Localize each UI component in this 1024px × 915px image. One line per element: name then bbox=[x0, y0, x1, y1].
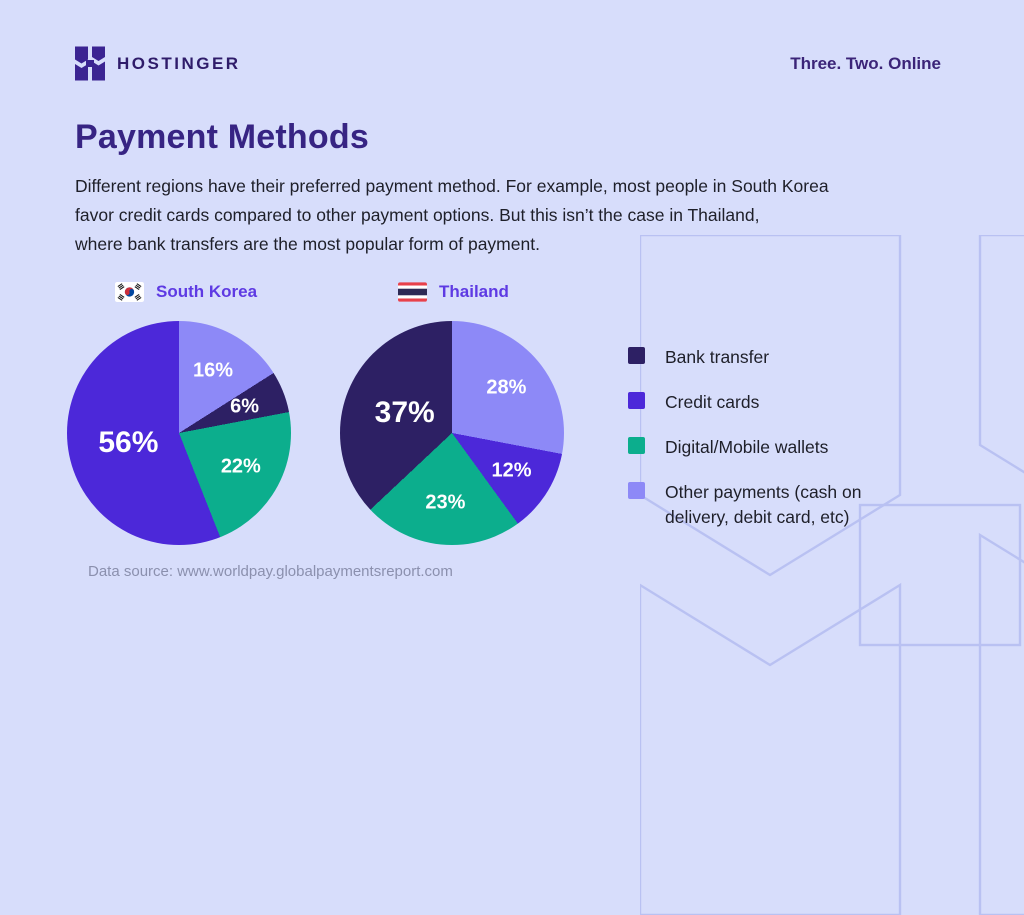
brand-name: HOSTINGER bbox=[117, 53, 241, 73]
pie-slice-label: 22% bbox=[220, 455, 261, 478]
chart-thailand: Thailand 28% 12% 23% 37% bbox=[340, 281, 564, 545]
intro-line: favor credit cards compared to other pay… bbox=[75, 205, 760, 225]
pie-slice-label: 23% bbox=[425, 491, 466, 514]
chart-title-south-korea: South Korea bbox=[156, 282, 258, 301]
pie-chart-thailand: 28% 12% 23% 37% bbox=[340, 321, 564, 545]
south-korea-flag-icon bbox=[115, 282, 144, 302]
pie-slice-label: 56% bbox=[98, 425, 159, 459]
legend-label: Digital/Mobile wallets bbox=[665, 437, 829, 457]
thailand-flag-icon bbox=[398, 282, 427, 302]
data-source-note: Data source: www.worldpay.globalpayments… bbox=[88, 563, 453, 580]
brand-watermark bbox=[640, 235, 1024, 915]
intro-paragraph: Different regions have their preferred p… bbox=[75, 172, 829, 259]
chart-south-korea: South Korea 16% 6% 22% 56% bbox=[67, 281, 291, 545]
legend-swatch-digital-wallets bbox=[628, 437, 645, 454]
page-title: Payment Methods bbox=[75, 118, 369, 156]
legend-item-bank-transfer: Bank transfer bbox=[628, 345, 915, 370]
header: HOSTINGER Three. Two. Online bbox=[75, 46, 941, 81]
legend-swatch-bank-transfer bbox=[628, 347, 645, 364]
pie-chart-south-korea: 16% 6% 22% 56% bbox=[67, 321, 291, 545]
hostinger-logo: HOSTINGER bbox=[75, 46, 241, 81]
legend-item-digital-wallets: Digital/Mobile wallets bbox=[628, 435, 915, 460]
pie-slice-label: 37% bbox=[374, 395, 435, 429]
chart-legend: Bank transfer Credit cards Digital/Mobil… bbox=[628, 345, 915, 530]
chart-title-thailand: Thailand bbox=[439, 282, 509, 301]
intro-line: where bank transfers are the most popula… bbox=[75, 234, 540, 254]
pie-slice-label: 16% bbox=[192, 359, 233, 382]
intro-line: Different regions have their preferred p… bbox=[75, 176, 829, 196]
legend-item-other-payments: Other payments (cash on delivery, debit … bbox=[628, 480, 915, 530]
hostinger-logo-icon bbox=[75, 46, 105, 81]
chart-header-south-korea: South Korea bbox=[115, 281, 291, 303]
pie-slice-label: 28% bbox=[486, 376, 527, 399]
legend-label: Credit cards bbox=[665, 392, 760, 412]
legend-label: Other payments (cash on delivery, debit … bbox=[665, 482, 862, 527]
legend-swatch-other-payments bbox=[628, 482, 645, 499]
pie-slice-label: 6% bbox=[230, 395, 260, 418]
brand-tagline: Three. Two. Online bbox=[790, 53, 941, 73]
chart-header-thailand: Thailand bbox=[398, 281, 564, 303]
pie-slice-label: 12% bbox=[491, 459, 532, 482]
legend-swatch-credit-cards bbox=[628, 392, 645, 409]
legend-item-credit-cards: Credit cards bbox=[628, 390, 915, 415]
legend-label: Bank transfer bbox=[665, 347, 770, 367]
